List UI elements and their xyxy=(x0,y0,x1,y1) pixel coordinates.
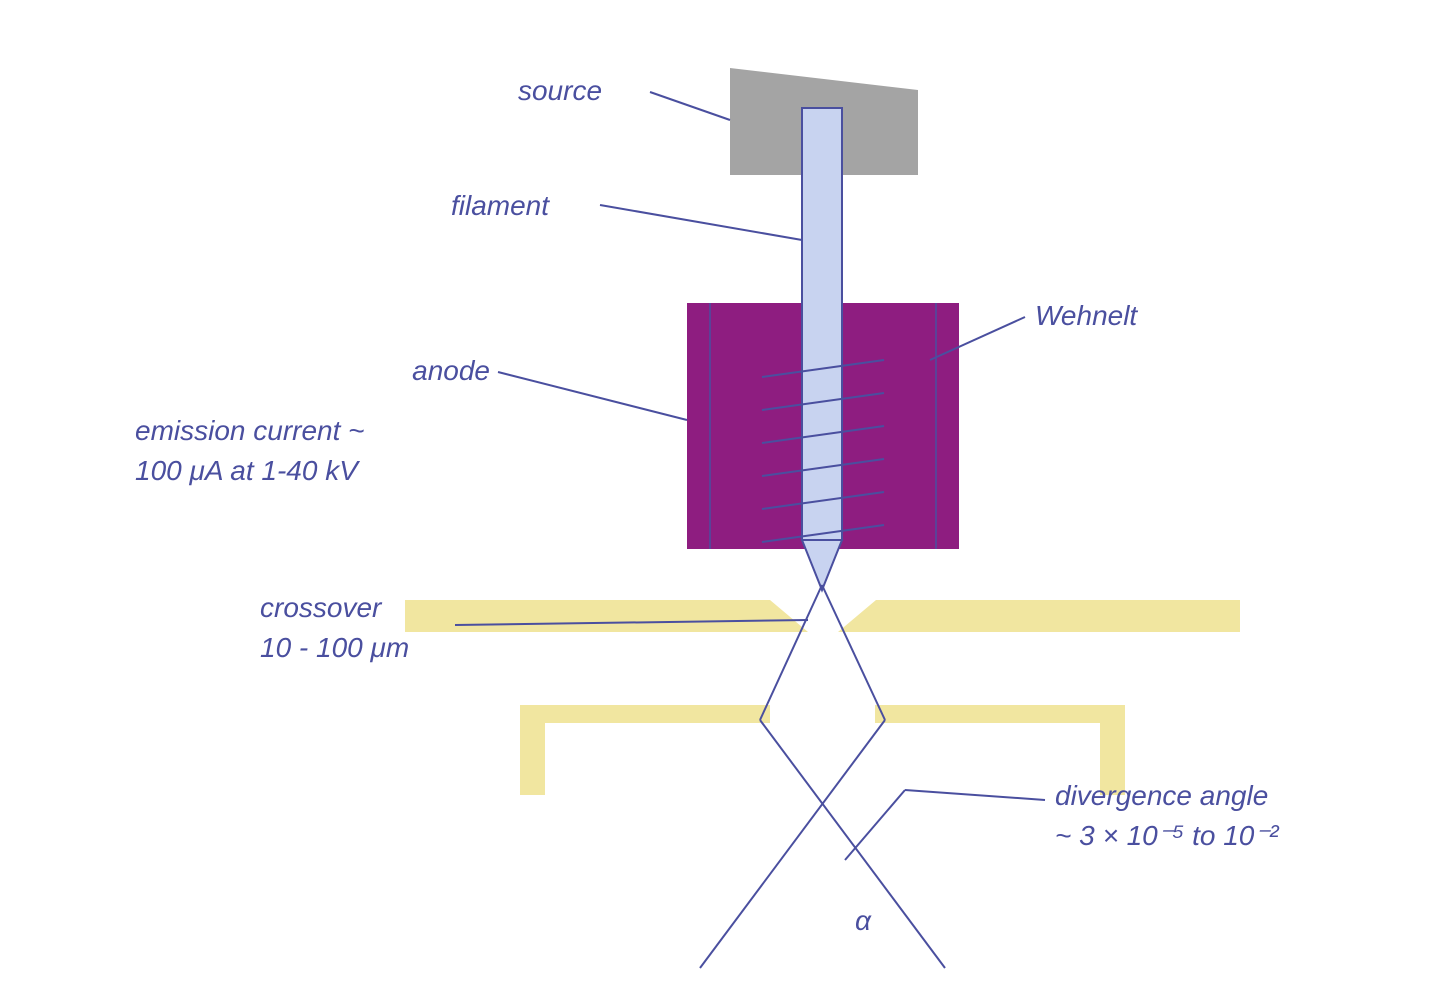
filament-shape xyxy=(802,108,842,590)
label-divergence-1: divergence angle xyxy=(1055,780,1268,811)
beam-cone xyxy=(700,585,945,968)
label-filament: filament xyxy=(451,190,550,221)
label-emission-2: 100 μA at 1-40 kV xyxy=(135,455,360,486)
label-source: source xyxy=(518,75,602,106)
label-wehnelt: Wehnelt xyxy=(1035,300,1138,331)
label-divergence-2: ~ 3 × 10⁻⁵ to 10⁻² xyxy=(1055,820,1280,851)
aperture-upper-left xyxy=(405,600,808,632)
label-anode: anode xyxy=(412,355,490,386)
electron-source-diagram: source filament anode Wehnelt emission c… xyxy=(0,0,1456,1001)
aperture-lower-left xyxy=(520,705,770,795)
label-crossover-2: 10 - 100 μm xyxy=(260,632,409,663)
label-emission-1: emission current ~ xyxy=(135,415,365,446)
filament-tip xyxy=(802,540,842,590)
aperture-upper-right xyxy=(838,600,1240,632)
label-crossover-1: crossover xyxy=(260,592,383,623)
label-alpha: α xyxy=(855,905,872,936)
filament-body xyxy=(802,108,842,540)
